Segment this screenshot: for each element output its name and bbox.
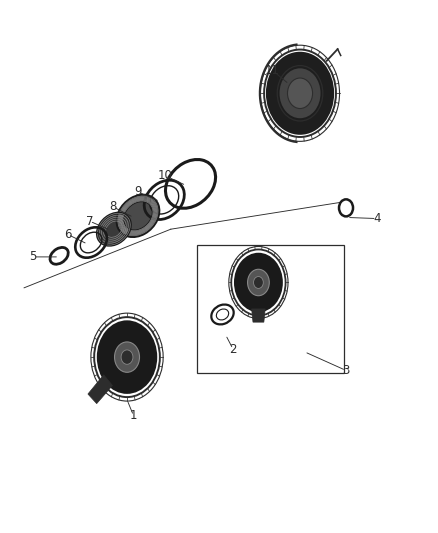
Text: 4: 4 bbox=[373, 212, 381, 225]
Text: 1: 1 bbox=[130, 409, 138, 422]
Polygon shape bbox=[88, 375, 113, 403]
Text: 9: 9 bbox=[134, 185, 142, 198]
Circle shape bbox=[97, 320, 157, 394]
Text: 2: 2 bbox=[229, 343, 237, 356]
Text: 10: 10 bbox=[158, 169, 173, 182]
Text: 8: 8 bbox=[110, 200, 117, 213]
Polygon shape bbox=[251, 309, 265, 322]
Circle shape bbox=[247, 269, 269, 296]
Ellipse shape bbox=[97, 213, 131, 245]
Text: 5: 5 bbox=[29, 251, 36, 263]
Circle shape bbox=[266, 52, 334, 135]
Text: 6: 6 bbox=[64, 228, 72, 241]
Text: 3: 3 bbox=[343, 364, 350, 377]
Circle shape bbox=[254, 277, 263, 288]
Circle shape bbox=[114, 342, 139, 372]
Circle shape bbox=[287, 78, 313, 109]
Circle shape bbox=[279, 68, 321, 118]
Text: 11: 11 bbox=[265, 64, 280, 77]
Circle shape bbox=[121, 350, 133, 365]
Ellipse shape bbox=[117, 195, 159, 237]
Text: 7: 7 bbox=[86, 215, 94, 228]
Circle shape bbox=[234, 253, 283, 312]
